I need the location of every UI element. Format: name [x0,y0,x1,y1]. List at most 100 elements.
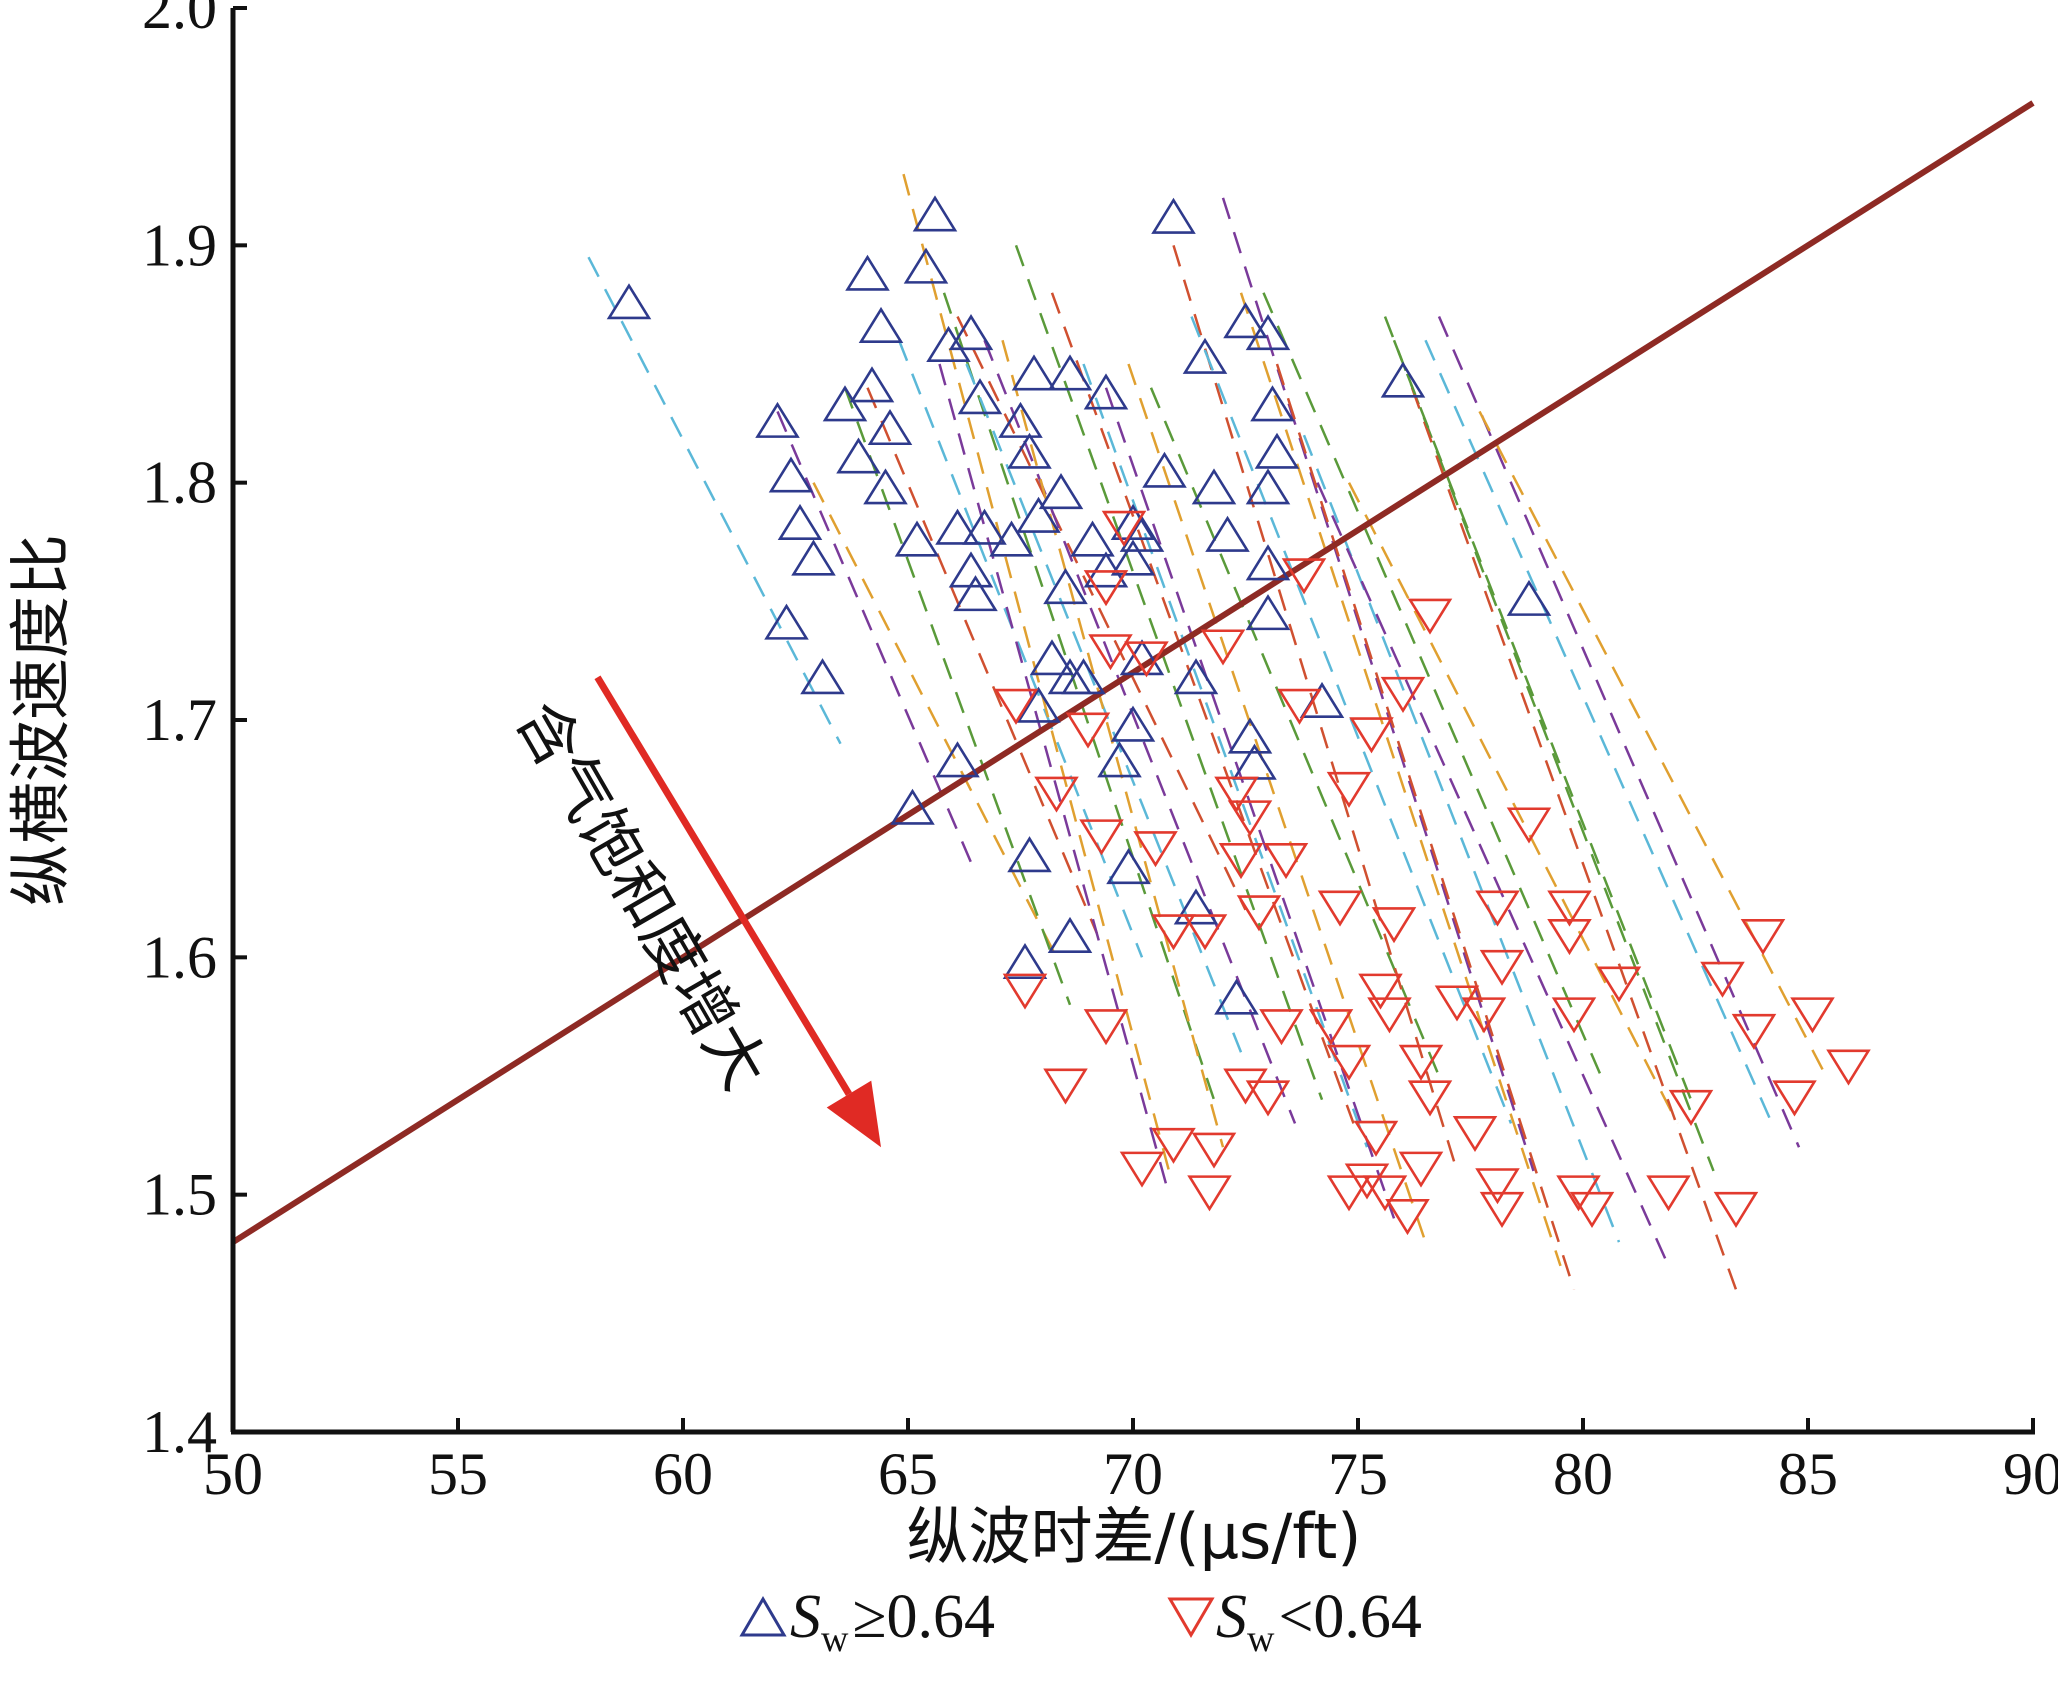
point-sw-high [1097,741,1142,778]
point-sw-high [822,385,868,422]
y-ticks: 1.4 1.5 1.6 1.7 1.8 1.9 2.0 [142,0,247,1465]
dashed-trend-line [1239,292,1562,1267]
point-sw-low [1475,1168,1520,1205]
point-sw-high [1110,503,1156,540]
point-sw-low [1367,997,1412,1034]
point-sw-low [1151,1127,1196,1164]
point-sw-low [1380,676,1426,713]
arrow-shaft [594,675,852,1096]
point-sw-low [1200,629,1246,666]
point-sw-low [1326,1044,1372,1081]
dashed-trend-line [1392,339,1693,1101]
point-sw-low [993,688,1039,725]
point-sw-low [1187,1175,1232,1212]
point-sw-high [1011,354,1057,391]
point-sw-low [1088,634,1133,671]
dashed-trend-line [956,315,1247,911]
dashed-trend-line [1302,434,1621,1243]
y-tick-label: 1.8 [142,450,217,516]
point-sw-high [1245,594,1291,631]
point-sw-low [1700,961,1745,998]
point-sw-high [1047,916,1093,953]
point-sw-low [1407,598,1453,635]
point-sw-low [1668,1089,1714,1126]
point-sw-high [1223,302,1268,339]
x-tick-label: 50 [203,1441,263,1507]
point-sw-high [1106,848,1151,885]
divider-line [231,100,2035,1245]
point-sw-low [1245,1080,1291,1117]
point-sw-low [1227,800,1273,837]
x-tick-label: 55 [428,1441,488,1507]
point-sw-low [1101,510,1147,547]
point-sw-high [1250,385,1295,422]
point-sw-low [1731,1013,1777,1051]
point-sw-high [953,575,998,612]
point-sw-low [1308,1009,1354,1046]
point-sw-low [1398,1151,1444,1188]
point-sw-high [755,401,800,438]
point-sw-high [935,508,980,545]
point-sw-high [1380,361,1426,398]
point-sw-low [1646,1175,1691,1212]
y-tick-label: 1.4 [142,1399,217,1465]
dashed-trend-line [1478,410,1828,1077]
point-sw-low [1385,1199,1430,1236]
point-sw-low [1479,949,1525,986]
point-sw-low [1263,843,1309,880]
y-tick-label: 1.6 [142,924,217,990]
point-sw-low [1362,1175,1408,1212]
point-sw-high [1245,468,1291,505]
dashed-trend-line [1014,244,1324,1101]
point-sw-high [1191,468,1237,505]
point-sw-high [1506,579,1552,616]
point-sw-low [1079,819,1124,856]
y-tick-label: 1.9 [142,212,217,278]
point-sw-low [1083,570,1129,607]
point-sw-high [1061,658,1106,695]
point-sw-high [845,254,890,291]
point-sw-high [849,366,895,403]
x-tick-label: 60 [653,1441,713,1507]
point-sw-low [1551,997,1597,1034]
point-sw-low [1547,918,1592,956]
dashed-trend-line [1001,339,1225,1148]
point-sw-low [1236,895,1282,932]
point-sw-low [1349,717,1394,754]
point-sw-high [1119,515,1165,552]
point-sw-high [903,247,949,284]
point-sw-high [1083,373,1129,410]
point-sw-high [836,437,881,474]
point-sw-high [890,788,935,825]
point-sw-low [1790,997,1835,1034]
point-sw-low [1151,914,1196,951]
x-tick-label: 75 [1328,1441,1388,1507]
point-sw-high [1047,354,1093,391]
y-tick-label: 1.7 [142,687,217,753]
point-sw-high [1173,658,1219,695]
point-sw-high [791,539,836,576]
point-sw-high [1182,337,1228,374]
point-sw-high [1173,888,1219,925]
point-sw-low [1344,1163,1390,1200]
point-sw-high [1110,705,1156,742]
x-ticks: 50 55 60 65 70 75 80 85 90 [203,1418,2058,1507]
point-sw-high [1007,836,1052,873]
dashed-trend-line [776,410,973,863]
point-sw-low [1218,843,1264,880]
point-sw-high [894,520,940,557]
point-sw-high [998,401,1043,438]
point-sw-low [1034,776,1079,813]
point-sw-high [957,378,1003,415]
legend-label-sw-low: Sw<0.64 [1216,1583,1422,1660]
point-sw-low [1452,1115,1498,1153]
x-tick-label: 80 [1553,1441,1613,1507]
dashed-trend-line [1221,197,1535,1172]
point-sw-low [1358,973,1403,1010]
x-axis-title: 纵波时差/(μs/ft) [907,1500,1362,1573]
point-sw-low [1371,907,1417,944]
point-sw-high [1070,520,1115,557]
point-sw-high [858,306,904,344]
point-sw-high [926,325,971,362]
